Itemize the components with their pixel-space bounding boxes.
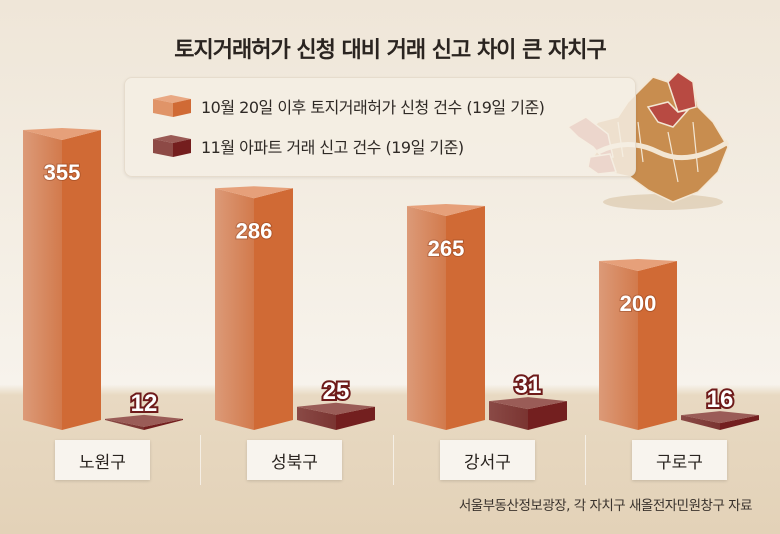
bar-side-face	[336, 406, 375, 430]
bar-front-face	[105, 418, 144, 430]
bar-side-face	[720, 415, 759, 430]
bar-top-face	[489, 397, 567, 410]
bar-front-face	[407, 206, 446, 430]
bar-front-face	[599, 260, 638, 430]
legend-swatch-applications	[153, 95, 191, 117]
bar-side-face	[254, 188, 293, 430]
bar-reports	[489, 397, 567, 430]
bar-side-face	[638, 260, 677, 430]
bar-side-face	[62, 130, 101, 430]
bar-top-face	[599, 258, 677, 271]
bar-side-face	[144, 418, 183, 430]
legend-item-reports: 11월 아파트 거래 신고 건수 (19일 기준)	[153, 134, 464, 158]
bar-front-face	[489, 401, 528, 430]
category-label: 노원구	[55, 440, 150, 480]
value-label-applications: 355	[44, 160, 81, 185]
bar-top-face	[297, 402, 375, 415]
category-label: 구로구	[632, 440, 727, 480]
bar-top-face	[215, 186, 293, 199]
bar-front-face	[23, 130, 62, 430]
category-label: 성북구	[247, 440, 342, 480]
bar-top-face	[681, 411, 759, 424]
bar-front-face	[297, 406, 336, 430]
chart-title: 토지거래허가 신청 대비 거래 신고 차이 큰 자치구	[174, 38, 606, 63]
legend-label-reports: 11월 아파트 거래 신고 건수 (19일 기준)	[201, 138, 464, 157]
value-label-applications: 265	[428, 236, 465, 261]
bar-applications	[599, 258, 677, 430]
bar-applications	[407, 204, 485, 430]
legend: 10월 20일 이후 토지거래허가 신청 건수 (19일 기준) 11월 아파트…	[124, 77, 636, 177]
bar-side-face	[528, 401, 567, 430]
value-label-reports: 25	[323, 378, 350, 405]
legend-item-applications: 10월 20일 이후 토지거래허가 신청 건수 (19일 기준)	[153, 94, 545, 118]
bar-reports	[105, 414, 183, 430]
value-label-applications: 200	[620, 291, 657, 316]
group-divider	[200, 435, 201, 485]
bar-reports	[681, 411, 759, 430]
category-label: 강서구	[440, 440, 535, 480]
bar-front-face	[215, 188, 254, 430]
legend-label-applications: 10월 20일 이후 토지거래허가 신청 건수 (19일 기준)	[201, 98, 545, 117]
bar-reports	[297, 402, 375, 430]
bar-front-face	[681, 415, 720, 430]
value-label-reports: 31	[515, 372, 542, 399]
bar-top-face	[23, 128, 101, 140]
legend-swatch-reports	[153, 135, 191, 157]
bar-side-face	[446, 206, 485, 430]
value-label-reports: 16	[707, 386, 734, 413]
source-note: 서울부동산정보광장, 각 자치구 새올전자민원창구 자료	[458, 498, 753, 514]
bar-top-face	[407, 204, 485, 217]
value-label-applications: 286	[236, 218, 273, 243]
group-divider	[585, 435, 586, 485]
value-label-reports: 12	[131, 390, 158, 417]
bar-applications	[23, 128, 101, 430]
bar-applications	[215, 186, 293, 430]
group-divider	[393, 435, 394, 485]
bar-top-face	[105, 414, 183, 427]
